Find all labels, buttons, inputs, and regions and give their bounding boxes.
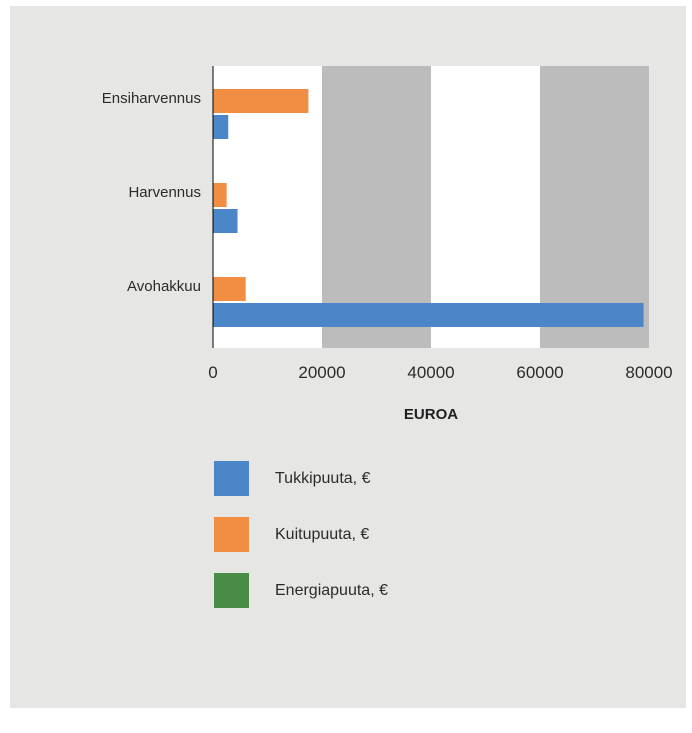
x-axis-title: EUROA: [404, 406, 458, 423]
x-tick-label: 0: [208, 363, 217, 382]
bar-kuitupuuta-harvennus: [213, 183, 227, 207]
grid-band: [322, 66, 431, 348]
bar-kuitupuuta-ensiharvennus: [213, 89, 309, 113]
bar-tukkipuuta-ensiharvennus: [213, 115, 229, 139]
legend-label: Energiapuuta, €: [275, 582, 388, 599]
grid-band: [431, 66, 540, 348]
category-label: Ensiharvennus: [102, 90, 201, 107]
legend-swatch: [214, 517, 249, 552]
x-tick-label: 40000: [407, 363, 454, 382]
category-label: Avohakkuu: [127, 278, 201, 295]
category-label: Harvennus: [128, 184, 201, 201]
x-tick-label: 20000: [298, 363, 345, 382]
x-tick-label: 60000: [516, 363, 563, 382]
bar-kuitupuuta-avohakkuu: [213, 277, 246, 301]
grid-band: [540, 66, 649, 348]
legend-label: Kuitupuuta, €: [275, 526, 369, 543]
legend-swatch: [214, 461, 249, 496]
bar-tukkipuuta-avohakkuu: [213, 303, 644, 327]
x-tick-label: 80000: [625, 363, 672, 382]
legend-swatch: [214, 573, 249, 608]
bar-tukkipuuta-harvennus: [213, 209, 238, 233]
legend-label: Tukkipuuta, €: [275, 470, 371, 487]
